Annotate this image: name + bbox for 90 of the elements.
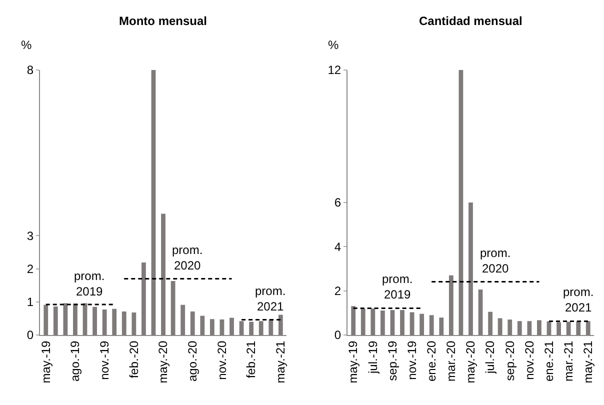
- bar: [112, 308, 117, 335]
- bar: [370, 308, 376, 335]
- series-label: prom. 2020: [172, 243, 203, 273]
- x-tick-label: sep.-19: [385, 340, 400, 381]
- bar: [439, 318, 444, 335]
- x-tick-label: may.-21: [581, 340, 596, 384]
- bar: [220, 319, 224, 335]
- y-axis-title: %: [21, 38, 32, 52]
- x-tick-label: nov.-19: [97, 340, 112, 380]
- bar: [458, 70, 464, 335]
- y-tick-label: 3: [26, 228, 34, 243]
- series-label: prom. 2021: [255, 284, 286, 314]
- bar: [210, 319, 214, 335]
- y-tick-label: 6: [334, 196, 342, 210]
- series-label: prom. 2021: [563, 285, 594, 315]
- bar: [468, 202, 473, 335]
- bar: [586, 321, 590, 335]
- bar: [566, 322, 571, 335]
- bar: [92, 306, 97, 335]
- bar: [200, 316, 205, 335]
- series-label: prom. 2019: [74, 269, 105, 299]
- x-tick-label: ago.-19: [68, 340, 82, 382]
- bar: [498, 318, 502, 335]
- x-tick-label: feb.-20: [126, 340, 141, 378]
- bar: [537, 320, 542, 335]
- bar: [132, 312, 136, 335]
- x-tick-label: nov.-20: [214, 340, 229, 380]
- bar: [249, 322, 254, 335]
- series-label: prom. 2019: [382, 272, 413, 302]
- bar: [478, 290, 483, 335]
- x-tick-label: may.-20: [156, 340, 170, 384]
- bar: [360, 308, 366, 335]
- bar: [239, 321, 244, 335]
- bar: [351, 306, 356, 335]
- x-tick-label: ene.-21: [542, 340, 556, 382]
- bar: [180, 304, 186, 335]
- bar: [73, 304, 78, 335]
- y-tick-label: 0: [26, 328, 34, 342]
- bar: [102, 309, 107, 335]
- x-tick-label: nov.-20: [522, 340, 536, 380]
- bar: [53, 306, 58, 335]
- x-tick-label: may.-20: [464, 340, 478, 384]
- y-tick-label: 8: [26, 63, 34, 78]
- x-tick-label: jul.-19: [366, 340, 380, 374]
- bar: [508, 320, 512, 335]
- bar: [142, 262, 146, 335]
- y-tick-label: 0: [334, 328, 342, 342]
- y-tick-label: 2: [26, 262, 34, 276]
- bar: [380, 310, 385, 335]
- x-tick-label: mar.-20: [444, 340, 458, 382]
- series-label: prom. 2020: [480, 246, 511, 276]
- bar: [517, 321, 522, 335]
- x-tick-label: ago.-20: [186, 340, 200, 382]
- x-tick-label: feb.-21: [244, 340, 258, 378]
- bar: [170, 281, 176, 335]
- bar: [576, 321, 581, 335]
- bar: [278, 314, 283, 335]
- x-tick-label: may.-19: [346, 340, 360, 384]
- y-tick-label: 2: [334, 284, 342, 298]
- chart-title: Cantidad mensual: [419, 14, 522, 28]
- bar: [556, 322, 561, 335]
- x-tick-label: nov.-19: [404, 340, 419, 380]
- y-tick-label: 12: [328, 63, 342, 78]
- bar: [488, 312, 492, 335]
- x-tick-label: jul.-20: [483, 340, 498, 374]
- y-tick-label: 1: [26, 295, 34, 310]
- x-tick-label: may.-21: [274, 340, 288, 384]
- x-tick-label: ene.-20: [424, 340, 438, 382]
- chart-title: Monto mensual: [119, 14, 208, 28]
- bar: [429, 315, 434, 335]
- x-tick-label: may.-19: [38, 340, 53, 384]
- bar: [190, 311, 195, 335]
- y-axis-title: %: [328, 38, 339, 52]
- x-tick-label: sep.-20: [502, 340, 517, 381]
- bar: [258, 321, 264, 335]
- bar: [268, 319, 274, 335]
- bar: [161, 214, 166, 335]
- bar: [420, 314, 424, 335]
- bar: [527, 321, 532, 335]
- y-tick-label: 4: [334, 240, 342, 254]
- bar: [448, 275, 454, 335]
- bar: [44, 304, 48, 335]
- bar: [63, 303, 68, 335]
- x-tick-label: mar.-21: [561, 340, 576, 382]
- bar: [122, 311, 126, 335]
- bar: [230, 318, 234, 335]
- bar: [390, 310, 395, 335]
- bar: [410, 312, 414, 335]
- bar: [400, 310, 404, 335]
- bar: [151, 70, 156, 335]
